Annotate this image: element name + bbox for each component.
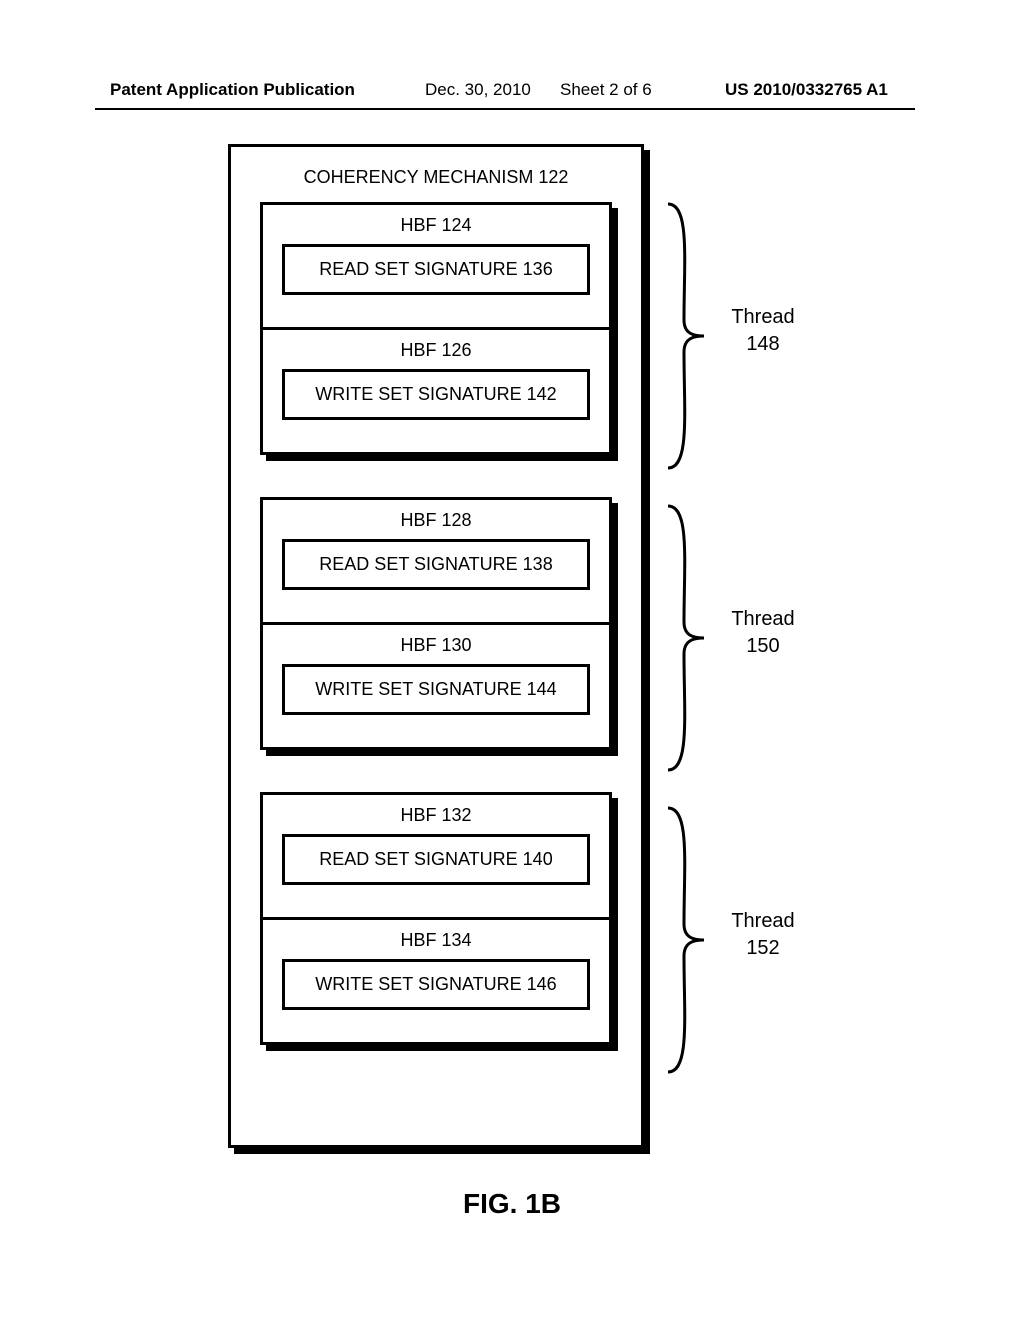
figure-label: FIG. 1B	[0, 1188, 1024, 1220]
hbf-title: HBF 132	[263, 805, 609, 826]
write-set-signature-box: WRITE SET SIGNATURE 144	[282, 664, 590, 715]
hbf-write-box: HBF 130 WRITE SET SIGNATURE 144	[260, 622, 612, 750]
hbf-write-box: HBF 126 WRITE SET SIGNATURE 142	[260, 327, 612, 455]
read-set-signature-box: READ SET SIGNATURE 136	[282, 244, 590, 295]
thread-group: HBF 128 READ SET SIGNATURE 138 HBF 130 W…	[260, 497, 612, 750]
coherency-mechanism-box: COHERENCY MECHANISM 122 HBF 124 READ SET…	[228, 144, 644, 1148]
thread-label-num: 150	[746, 635, 779, 657]
hbf-read-box: HBF 124 READ SET SIGNATURE 136	[260, 202, 612, 330]
thread-group: HBF 132 READ SET SIGNATURE 140 HBF 134 W…	[260, 792, 612, 1045]
curly-brace-icon	[664, 200, 708, 472]
header-left: Patent Application Publication	[110, 80, 355, 100]
hbf-title: HBF 124	[263, 215, 609, 236]
thread-label-text: Thread	[731, 306, 794, 328]
write-set-signature-box: WRITE SET SIGNATURE 146	[282, 959, 590, 1010]
thread-label-text: Thread	[731, 608, 794, 630]
curly-brace-icon	[664, 804, 708, 1076]
hbf-title: HBF 128	[263, 510, 609, 531]
hbf-write-box: HBF 134 WRITE SET SIGNATURE 146	[260, 917, 612, 1045]
header-pubno: US 2010/0332765 A1	[725, 80, 888, 100]
thread-label-num: 148	[746, 333, 779, 355]
hbf-title: HBF 134	[263, 930, 609, 951]
thread-group: HBF 124 READ SET SIGNATURE 136 HBF 126 W…	[260, 202, 612, 455]
header-rule	[95, 108, 915, 110]
hbf-title: HBF 130	[263, 635, 609, 656]
write-set-signature-box: WRITE SET SIGNATURE 142	[282, 369, 590, 420]
hbf-read-box: HBF 128 READ SET SIGNATURE 138	[260, 497, 612, 625]
thread-label: Thread 148	[718, 304, 808, 358]
thread-label: Thread 152	[718, 908, 808, 962]
header-date: Dec. 30, 2010	[425, 80, 531, 100]
curly-brace-icon	[664, 502, 708, 774]
thread-label-num: 152	[746, 937, 779, 959]
thread-label: Thread 150	[718, 606, 808, 660]
hbf-title: HBF 126	[263, 340, 609, 361]
hbf-read-box: HBF 132 READ SET SIGNATURE 140	[260, 792, 612, 920]
read-set-signature-box: READ SET SIGNATURE 140	[282, 834, 590, 885]
thread-label-text: Thread	[731, 910, 794, 932]
coherency-mechanism-title: COHERENCY MECHANISM 122	[231, 167, 641, 188]
page: Patent Application Publication Dec. 30, …	[0, 0, 1024, 1320]
header-sheet: Sheet 2 of 6	[560, 80, 652, 100]
read-set-signature-box: READ SET SIGNATURE 138	[282, 539, 590, 590]
